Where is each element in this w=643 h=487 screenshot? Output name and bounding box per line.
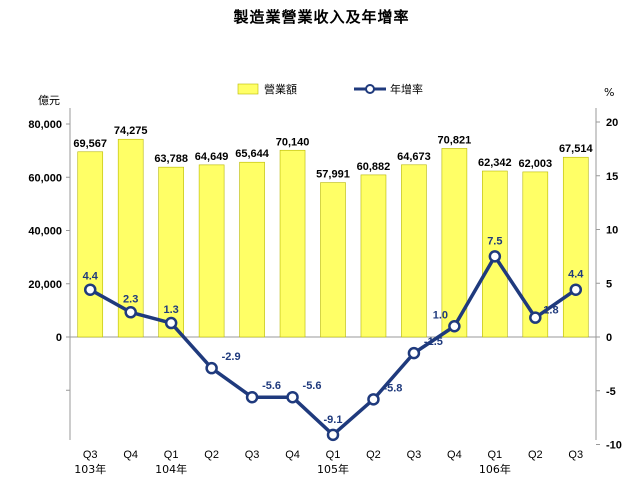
bar [562,156,589,338]
legend-line-label: 年增率 [390,82,423,96]
growth-point [569,283,583,296]
growth-value-label: 1.3 [164,304,179,316]
bar [117,138,144,338]
growth-value-label: 7.5 [487,235,502,247]
bar-labels: 69,567 74,275 63,788 64,649 65,644 70,140 57,9… [73,125,593,180]
left-tick-label: 0 [56,332,62,344]
bar-value-label: 60,882 [357,161,391,173]
x-tick-label: Q4 [285,449,300,461]
growth-value-label: -9.1 [324,414,343,426]
growth-point [448,320,461,333]
x-year-label: 105年 [317,462,349,476]
growth-point [529,311,542,324]
x-tick-label: Q3 [245,449,260,461]
bar-value-label: 69,567 [73,138,107,150]
bar [360,174,387,338]
bar-value-label: 74,275 [114,125,148,137]
growth-value-label: -5.6 [303,380,322,392]
bar-value-label: 64,673 [397,151,431,163]
growth-value-label: -5.8 [383,382,402,394]
right-tick-label: 0 [606,332,612,344]
legend-line-marker [365,84,375,94]
bar [401,164,427,338]
right-tick-label: 15 [606,171,618,183]
x-tick-label: Q2 [204,449,219,461]
legend-bar-swatch [237,83,259,95]
right-tick-label: 10 [606,225,618,237]
bar-value-label: 63,788 [154,153,188,165]
bar-value-label: 57,991 [316,169,350,181]
growth-value-label: -1.5 [424,336,443,348]
x-tick-label: Q1 [326,449,341,461]
growth-point [326,428,340,442]
bars [77,138,589,338]
chart-title: 製造業營業收入及年增率 [233,8,410,26]
bar [77,151,104,338]
x-tick-label: Q2 [528,449,543,461]
bar-value-label: 70,140 [276,136,310,148]
bar-value-label: 64,649 [195,151,229,163]
left-tick-label: 20,000 [28,279,62,291]
bar-value-label: 62,003 [518,158,552,170]
x-year-label: 106年 [479,462,511,476]
x-tick-label: Q3 [83,449,98,461]
x-tick-label: Q3 [568,449,583,461]
growth-value-label: -5.6 [262,380,281,392]
growth-value-label: -2.9 [222,351,241,363]
bar [441,148,468,338]
growth-point [164,316,178,330]
growth-point [407,346,421,360]
growth-point [488,250,502,263]
left-tick-label: 80,000 [28,119,62,131]
bar-value-label: 70,821 [438,134,472,146]
x-tick-label: Q3 [407,449,422,461]
growth-value-label: 2.3 [123,293,138,305]
right-unit-label: % [604,86,614,99]
growth-point [83,283,97,296]
growth-line-layer [83,250,583,442]
x-tick-label: Q1 [164,449,179,461]
growth-point [124,306,137,319]
left-unit-label: 億元 [38,94,60,107]
growth-point [367,393,380,406]
bar [198,164,225,338]
axes: 80,000 60,000 40,000 20,000 0 20 15 10 5 0 -5 -10 億元… [28,86,622,452]
bar [239,161,265,338]
right-tick-label: -5 [606,386,616,398]
x-year-label: 104年 [155,462,187,476]
x-tick-label: Q4 [447,449,462,461]
x-tick-label: Q4 [123,449,138,461]
growth-value-label: 4.4 [568,269,584,281]
growth-value-label: 1.8 [543,305,558,317]
x-tick-label: Q2 [366,449,381,461]
bar [158,166,184,338]
left-tick-label: 40,000 [28,226,62,238]
bar [320,182,346,338]
growth-point [245,390,259,404]
legend-bar-label: 營業額 [264,83,297,96]
x-year-label: 103年 [74,462,106,476]
growth-point [205,361,218,375]
bar-value-label: 67,514 [559,143,594,155]
legend: 營業額 年增率 [237,82,423,96]
bar-value-label: 65,644 [235,148,270,160]
left-tick-label: 60,000 [28,172,62,184]
bar-value-label: 62,342 [478,157,512,169]
bar [279,149,306,338]
right-tick-label: 5 [606,278,612,290]
growth-value-label: 4.4 [83,271,99,283]
right-tick-label: 20 [606,117,618,129]
x-tick-label: Q1 [488,449,503,461]
growth-labels: 4.4 2.3 1.3 -2.9 -5.6 -5.6 -9.1 -5.8 -1.5 1.0 7.5 1… [83,235,585,425]
growth-value-label: 1.0 [433,309,448,321]
growth-point [286,390,299,404]
bar [522,171,549,338]
right-tick-label: -10 [606,440,622,452]
